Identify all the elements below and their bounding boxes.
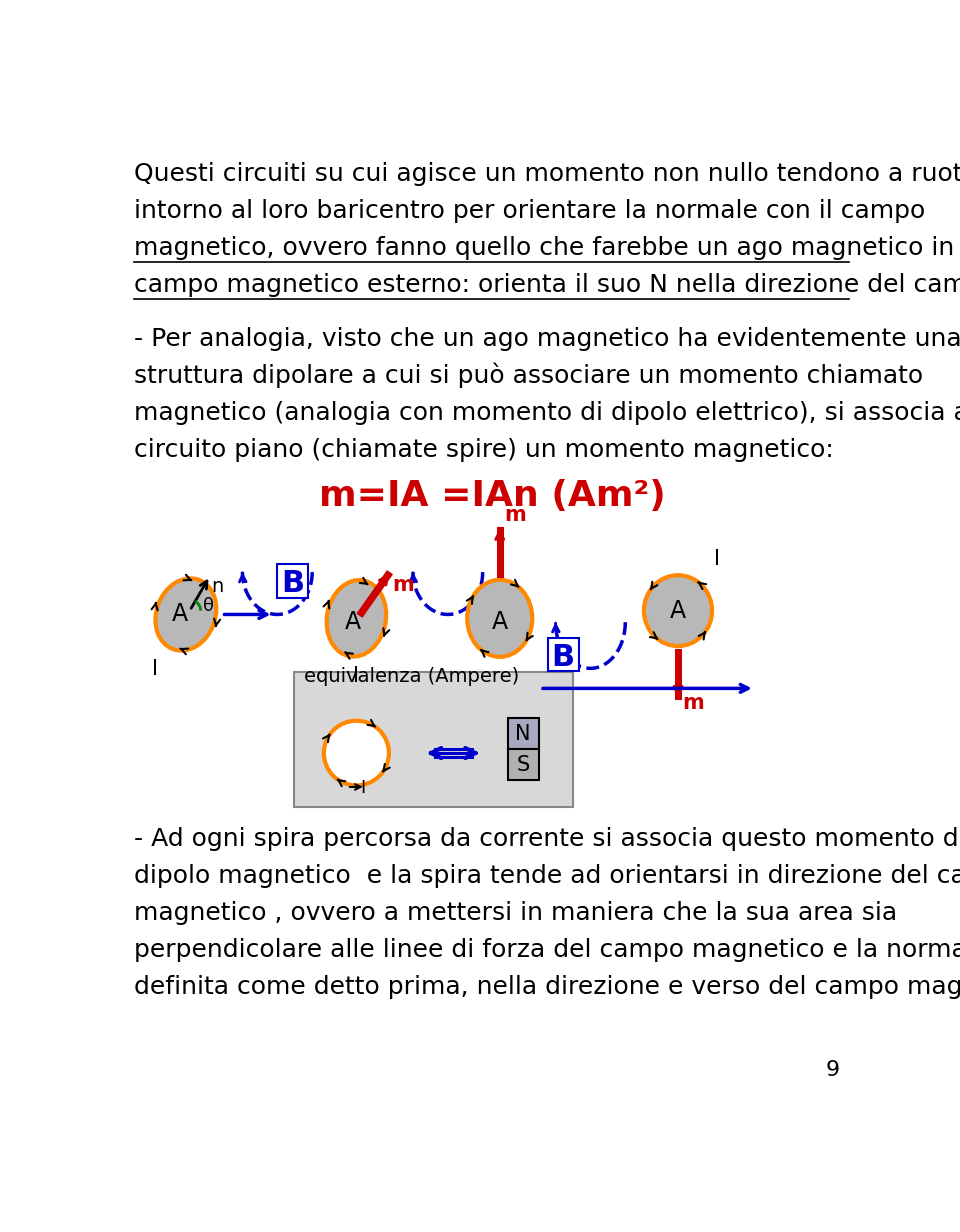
Text: m=IA =IAn (Am²): m=IA =IAn (Am²) (319, 479, 665, 513)
Text: A: A (670, 599, 686, 622)
Text: Questi circuiti su cui agisce un momento non nullo tendono a ruotare: Questi circuiti su cui agisce un momento… (134, 163, 960, 186)
Text: I: I (152, 659, 157, 679)
Bar (295, 673, 573, 807)
Text: A: A (172, 602, 188, 626)
Text: B: B (552, 643, 575, 673)
Text: equivalenza (Ampere): equivalenza (Ampere) (304, 667, 519, 686)
Text: I: I (713, 549, 720, 569)
Text: intorno al loro baricentro per orientare la normale con il campo: intorno al loro baricentro per orientare… (134, 200, 925, 223)
Text: m: m (504, 505, 526, 525)
Text: A: A (492, 610, 508, 634)
Text: N: N (516, 724, 531, 744)
Bar (508, 718, 539, 749)
Bar (548, 637, 579, 671)
Text: I: I (353, 667, 359, 686)
Text: magnetico, ovvero fanno quello che farebbe un ago magnetico in un: magnetico, ovvero fanno quello che fareb… (134, 237, 960, 260)
Text: θ: θ (203, 598, 214, 615)
Text: - Per analogia, visto che un ago magnetico ha evidentemente una: - Per analogia, visto che un ago magneti… (134, 328, 960, 351)
Ellipse shape (156, 578, 216, 650)
Text: S: S (516, 755, 530, 775)
Ellipse shape (468, 580, 532, 657)
Text: B: B (281, 569, 304, 599)
Text: n: n (211, 578, 224, 596)
Text: magnetico , ovvero a mettersi in maniera che la sua area sia: magnetico , ovvero a mettersi in maniera… (134, 901, 897, 925)
Text: magnetico (analogia con momento di dipolo elettrico), si associa a ogni: magnetico (analogia con momento di dipol… (134, 402, 960, 425)
Text: definita come detto prima, nella direzione e verso del campo magnetico.: definita come detto prima, nella direzio… (134, 975, 960, 999)
Text: circuito piano (chiamate spire) un momento magnetico:: circuito piano (chiamate spire) un momen… (134, 439, 833, 462)
Text: A: A (346, 610, 361, 634)
Text: dipolo magnetico  e la spira tende ad orientarsi in direzione del campo: dipolo magnetico e la spira tende ad ori… (134, 864, 960, 888)
Text: I: I (360, 779, 365, 797)
Bar (277, 563, 308, 598)
Text: 9: 9 (826, 1060, 840, 1079)
Text: perpendicolare alle linee di forza del campo magnetico e la normale,: perpendicolare alle linee di forza del c… (134, 938, 960, 962)
Text: struttura dipolare a cui si può associare un momento chiamato: struttura dipolare a cui si può associar… (134, 362, 924, 388)
Text: m: m (393, 575, 414, 595)
Ellipse shape (326, 580, 386, 657)
Text: - Ad ogni spira percorsa da corrente si associa questo momento di: - Ad ogni spira percorsa da corrente si … (134, 827, 960, 851)
Bar (508, 749, 539, 780)
Ellipse shape (324, 721, 389, 786)
Text: campo magnetico esterno: orienta il suo N nella direzione del campo.: campo magnetico esterno: orienta il suo … (134, 274, 960, 297)
Ellipse shape (644, 575, 712, 646)
Text: m: m (683, 692, 705, 713)
